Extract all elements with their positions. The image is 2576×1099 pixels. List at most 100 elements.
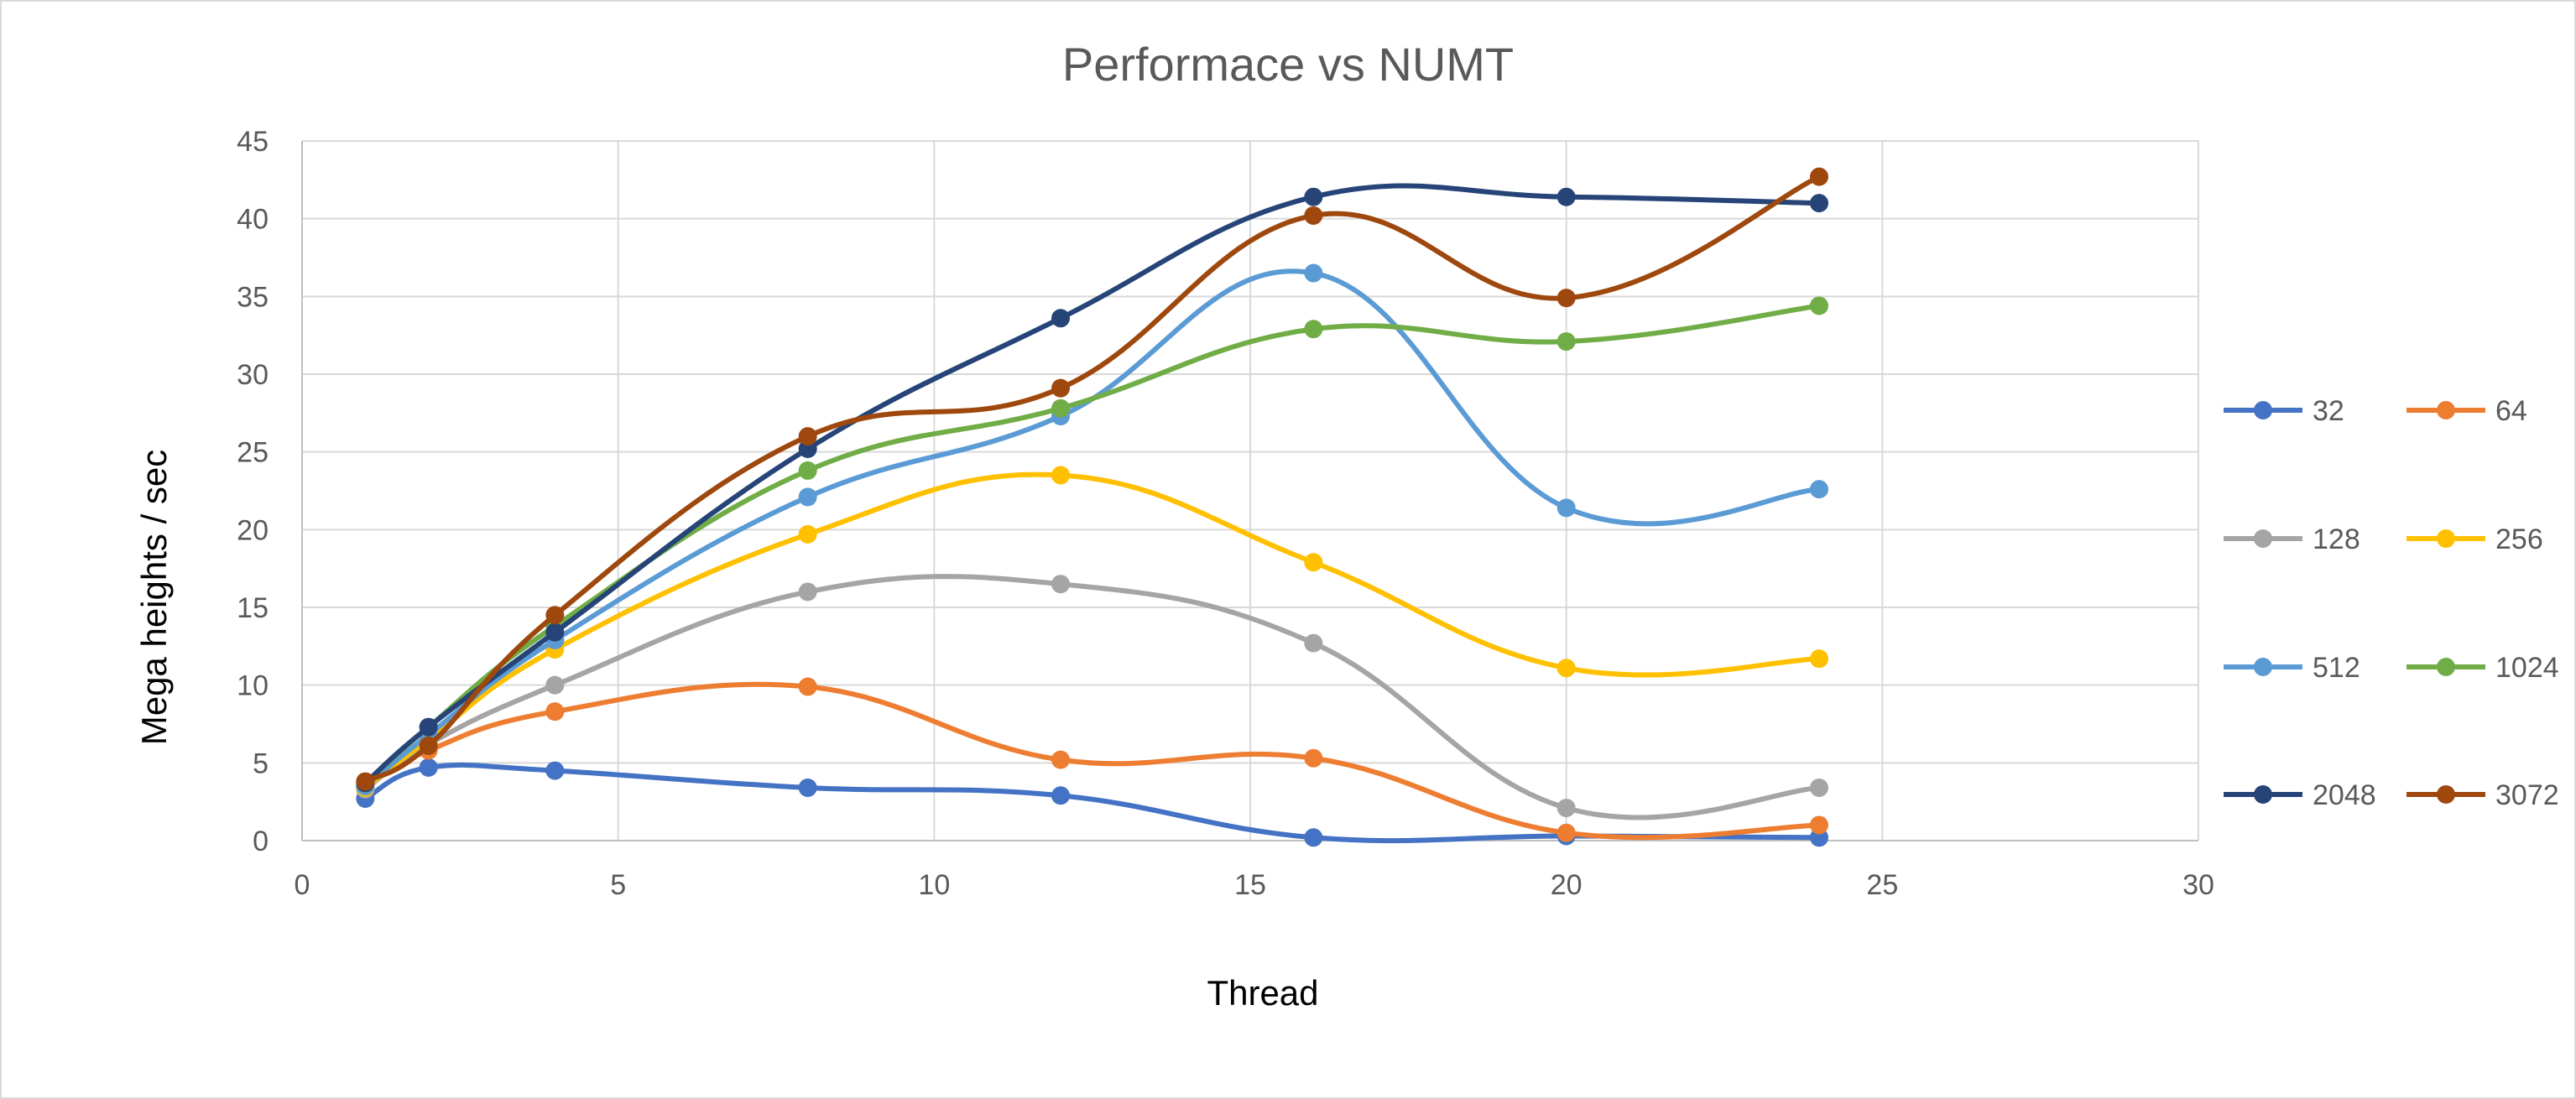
data-point (1557, 823, 1576, 842)
series-line (362, 471, 1822, 790)
legend-item-128: 128 (2224, 523, 2360, 555)
data-point (545, 761, 565, 780)
x-tick-label: 20 (1551, 869, 1583, 901)
series-line (362, 183, 1822, 786)
x-tick-label: 25 (1866, 869, 1898, 901)
legend-swatch-marker (2437, 658, 2455, 676)
legend-label: 256 (2495, 523, 2543, 555)
data-point (1810, 296, 1828, 315)
y-tick-label: 5 (253, 747, 269, 779)
legend-item-1024: 1024 (2407, 652, 2559, 684)
data-point (419, 758, 438, 777)
series-line (362, 174, 1822, 784)
legend-label: 3072 (2495, 779, 2559, 811)
data-point (545, 622, 565, 642)
legend-item-3072: 3072 (2407, 779, 2559, 811)
data-point (1810, 815, 1828, 835)
y-tick-label: 30 (237, 359, 269, 391)
data-point (1051, 309, 1070, 328)
legend-label: 128 (2313, 523, 2360, 555)
data-point (1051, 786, 1070, 805)
data-point (1051, 575, 1070, 594)
series-256 (356, 466, 1828, 797)
legend-swatch-marker (2254, 401, 2272, 419)
gridlines (302, 140, 2199, 841)
series-2048 (356, 183, 1828, 793)
legend-swatch-marker (2437, 401, 2455, 419)
legend-swatch-marker (2254, 529, 2272, 548)
data-point (545, 675, 565, 695)
data-point (798, 427, 817, 446)
legend-label: 64 (2495, 395, 2527, 427)
data-point (1557, 289, 1576, 308)
data-point (1557, 498, 1576, 518)
legend-label: 2048 (2313, 779, 2376, 811)
y-tick-label: 0 (253, 826, 269, 857)
data-point (798, 487, 817, 507)
data-point (1304, 206, 1323, 225)
y-tick-label: 15 (237, 592, 269, 624)
data-point (1304, 748, 1323, 768)
series-line (362, 574, 1822, 820)
data-point (798, 461, 817, 480)
legend-item-32: 32 (2224, 395, 2344, 427)
data-point (1304, 187, 1323, 206)
data-point (1051, 750, 1070, 769)
data-point (1304, 263, 1323, 283)
data-point (1557, 187, 1576, 206)
data-point (545, 606, 565, 625)
chart-title: Performace vs NUMT (1062, 38, 1514, 91)
data-point (1304, 828, 1323, 847)
legend-swatch-marker (2437, 785, 2455, 804)
legend-swatch-marker (2254, 658, 2272, 676)
y-tick-label: 40 (237, 204, 269, 236)
x-tick-label: 10 (918, 869, 950, 901)
data-point (356, 772, 375, 791)
x-tick-label: 0 (295, 869, 310, 901)
legend-item-2048: 2048 (2224, 779, 2376, 811)
legend-label: 32 (2313, 395, 2344, 427)
series-lines (356, 167, 1828, 847)
y-tick-label: 45 (237, 126, 269, 158)
data-point (1051, 466, 1070, 485)
series-line (362, 762, 1822, 844)
data-point (798, 778, 817, 797)
y-axis-label: Mega heights / sec (134, 450, 174, 746)
axes: 0 5 10 15 20 25 30 35 40 45 0 5 10 15 20 25 30 (237, 126, 2214, 901)
data-point (1557, 659, 1576, 678)
series-line (362, 303, 1822, 786)
data-point (1304, 633, 1323, 653)
data-point (1304, 320, 1323, 339)
legend-label: 512 (2313, 652, 2360, 684)
data-point (1810, 167, 1828, 186)
x-tick-label: 15 (1234, 869, 1266, 901)
legend-swatch-marker (2254, 785, 2272, 804)
data-point (1557, 799, 1576, 818)
y-tick-label: 10 (237, 670, 269, 702)
legend-item-64: 64 (2407, 395, 2527, 427)
data-point (419, 736, 438, 755)
data-point (1557, 332, 1576, 352)
data-point (798, 524, 817, 544)
data-point (1304, 553, 1323, 572)
series-32 (356, 758, 1828, 847)
series-3072 (356, 167, 1828, 791)
y-tick-label: 25 (237, 437, 269, 469)
legend: 32 64 128 256 512 1024 2048 3072 (2224, 395, 2559, 811)
data-point (798, 677, 817, 696)
x-tick-label: 5 (610, 869, 626, 901)
legend-item-256: 256 (2407, 523, 2543, 555)
data-point (1810, 778, 1828, 797)
x-tick-label: 30 (2182, 869, 2214, 901)
data-point (1810, 194, 1828, 213)
x-axis-label: Thread (1207, 973, 1318, 1013)
data-point (1051, 378, 1070, 398)
legend-swatch-marker (2437, 529, 2455, 548)
data-point (545, 702, 565, 721)
data-point (798, 582, 817, 602)
data-point (419, 717, 438, 737)
y-tick-label: 20 (237, 514, 269, 546)
y-tick-label: 35 (237, 281, 269, 313)
legend-label: 1024 (2495, 652, 2559, 684)
